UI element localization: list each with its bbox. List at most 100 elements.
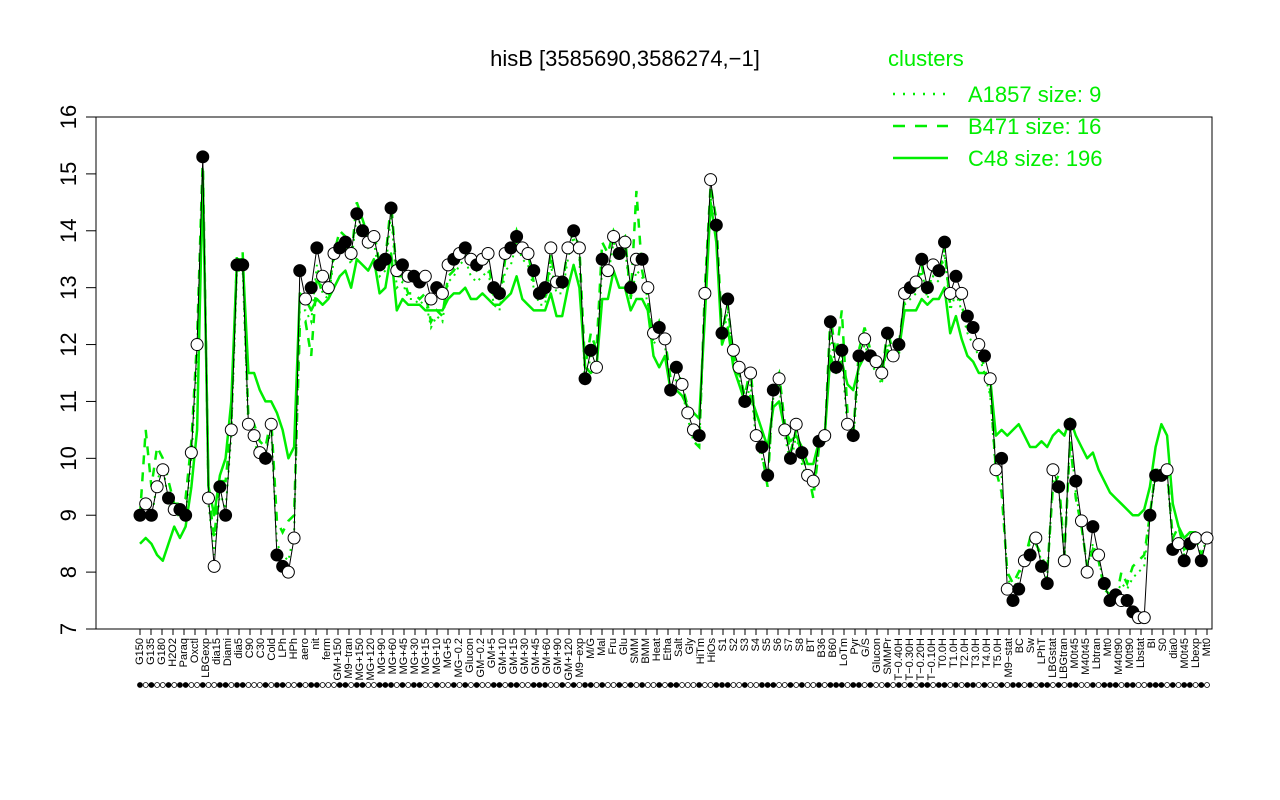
x-tick-label: T−0.20H bbox=[915, 638, 927, 681]
profile-point bbox=[641, 281, 655, 295]
x-tick-label: GM+60 bbox=[541, 638, 553, 674]
rug-point bbox=[1198, 682, 1205, 688]
rug-point bbox=[1032, 682, 1039, 688]
profile-point bbox=[875, 366, 889, 380]
x-tick-label: C30 bbox=[255, 638, 267, 658]
x-tick-label: HPh bbox=[288, 638, 300, 659]
profile-point bbox=[521, 247, 535, 261]
legend: clusters A1857 size: 9 B471 size: 16 C48 s… bbox=[888, 46, 1103, 171]
x-tick-label: MG+150 bbox=[354, 638, 366, 681]
rug-point bbox=[713, 682, 720, 688]
x-tick-label: LBGtran bbox=[1058, 638, 1070, 679]
x-tick-label: LPhT bbox=[1036, 638, 1048, 665]
rug-point bbox=[371, 682, 377, 688]
rug-point bbox=[604, 682, 611, 688]
profile-point bbox=[943, 286, 957, 300]
profile-point bbox=[578, 372, 592, 386]
rug-point bbox=[816, 682, 822, 688]
rug-point bbox=[627, 682, 634, 688]
rug-point bbox=[154, 682, 161, 688]
x-tick-label: H2O2 bbox=[167, 638, 179, 667]
x-tick-label: C90 bbox=[244, 638, 256, 658]
rug-point bbox=[542, 682, 549, 688]
x-tick-label: Oxctl bbox=[189, 638, 201, 663]
profile-point bbox=[544, 241, 558, 255]
x-tick-label: M0t45 bbox=[1069, 638, 1081, 669]
rug-point bbox=[639, 682, 646, 688]
rug-point bbox=[753, 682, 760, 688]
rug-point bbox=[1129, 682, 1136, 688]
profile-point bbox=[909, 275, 923, 289]
profile-point bbox=[481, 247, 495, 261]
profile-point bbox=[162, 491, 176, 505]
profile-point bbox=[589, 360, 603, 374]
profile-point bbox=[367, 229, 381, 243]
x-tick-label: T−0.10H bbox=[926, 638, 938, 681]
profile-point bbox=[675, 377, 689, 391]
profile-point bbox=[572, 241, 586, 255]
legend-label: B471 size: 16 bbox=[968, 114, 1101, 139]
profile-point bbox=[219, 508, 233, 522]
rug-point bbox=[302, 682, 309, 688]
rug-point bbox=[935, 682, 942, 688]
x-tick-label: LBGexp bbox=[200, 638, 212, 678]
profile-point bbox=[612, 247, 626, 261]
x-tick-label: G135 bbox=[145, 638, 157, 665]
rug-point bbox=[878, 682, 885, 688]
profile-point bbox=[270, 548, 284, 562]
profile-point bbox=[1063, 417, 1077, 431]
profile-point bbox=[635, 252, 649, 266]
x-tick-label: GM+120 bbox=[563, 638, 575, 681]
rug-point bbox=[593, 682, 600, 688]
profile-point bbox=[184, 446, 198, 460]
rug-point bbox=[650, 682, 657, 688]
rug-point bbox=[787, 682, 794, 688]
x-tick-label: S3 bbox=[739, 638, 751, 651]
y-tick-label: 14 bbox=[56, 219, 81, 243]
x-tick-label: T4.0H bbox=[981, 638, 993, 668]
rug-point bbox=[764, 682, 771, 688]
rug-point bbox=[987, 682, 994, 688]
profile-point bbox=[179, 508, 193, 522]
profile-point bbox=[715, 326, 729, 340]
rug-point bbox=[970, 682, 976, 688]
x-tick-label: T2.0H bbox=[959, 638, 971, 668]
profile-point bbox=[892, 338, 906, 352]
rug-point bbox=[599, 682, 606, 688]
profile-point bbox=[1137, 611, 1151, 625]
rug-point bbox=[1078, 682, 1085, 688]
rug-point bbox=[205, 682, 212, 688]
rug-point bbox=[730, 682, 737, 688]
x-tick-label: Glu bbox=[618, 638, 630, 655]
rug-point bbox=[530, 682, 537, 688]
profile-point bbox=[806, 474, 820, 488]
x-tick-label: S5 bbox=[761, 638, 773, 651]
x-tick-label: BC bbox=[1014, 638, 1026, 653]
profile-point bbox=[1189, 531, 1203, 545]
x-tick-label: BT bbox=[805, 638, 817, 652]
rug-point bbox=[342, 682, 349, 688]
rug-point bbox=[981, 682, 988, 688]
rug-point bbox=[833, 682, 840, 688]
rug-point bbox=[313, 682, 320, 688]
x-tick-label: dia0 bbox=[1168, 638, 1180, 659]
profile-point bbox=[989, 463, 1003, 477]
x-tick-label: S8 bbox=[794, 638, 806, 651]
rug-point bbox=[473, 682, 480, 688]
rug-point bbox=[456, 682, 463, 688]
rug-point bbox=[468, 682, 474, 688]
x-tick-label: SMM bbox=[629, 638, 641, 664]
rug-point bbox=[1169, 682, 1176, 688]
rug-point bbox=[228, 682, 235, 688]
x-tick-label: MG+45 bbox=[398, 638, 410, 674]
rug-point bbox=[953, 682, 959, 688]
profile-point bbox=[1200, 531, 1214, 545]
profile-point bbox=[664, 383, 678, 397]
profile-point bbox=[156, 463, 170, 477]
x-tick-label: dia5 bbox=[233, 638, 245, 659]
profile-layer bbox=[133, 150, 1214, 625]
rug-point bbox=[776, 682, 782, 688]
rug-point bbox=[930, 682, 937, 688]
x-tick-label: B36 bbox=[816, 638, 828, 658]
rug-point bbox=[582, 682, 588, 688]
